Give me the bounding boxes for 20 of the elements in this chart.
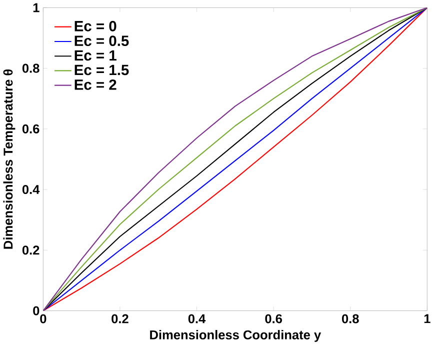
legend-label: Ec = 1.5: [74, 64, 129, 76]
y-tick-label: 0.4: [22, 184, 40, 194]
x-tick-label: 1: [424, 314, 430, 323]
y-tick-label: 0.8: [22, 64, 40, 73]
y-axis-title: Dimensionless Temperature θ: [3, 69, 16, 249]
y-tick-label: 0: [33, 306, 40, 316]
legend-label: Ec = 1: [74, 50, 116, 61]
x-tick-label: 0.4: [188, 314, 206, 324]
x-tick-label: 0.2: [112, 314, 128, 324]
y-tick-label: 0.2: [22, 246, 40, 255]
legend-label: Ec = 0.5: [74, 36, 129, 46]
x-axis-title: Dimensionless Coordinate y: [150, 330, 322, 342]
legend-label: Ec = 0: [74, 20, 116, 32]
y-tick-label: 0.6: [22, 124, 40, 134]
y-tick-label: 1: [33, 3, 40, 12]
legend-label: Ec = 2: [74, 79, 116, 90]
x-tick-label: 0.8: [342, 314, 359, 324]
line-series: [43, 8, 428, 311]
x-tick-label: 0.6: [265, 314, 282, 324]
x-tick-label: 0: [40, 314, 46, 324]
